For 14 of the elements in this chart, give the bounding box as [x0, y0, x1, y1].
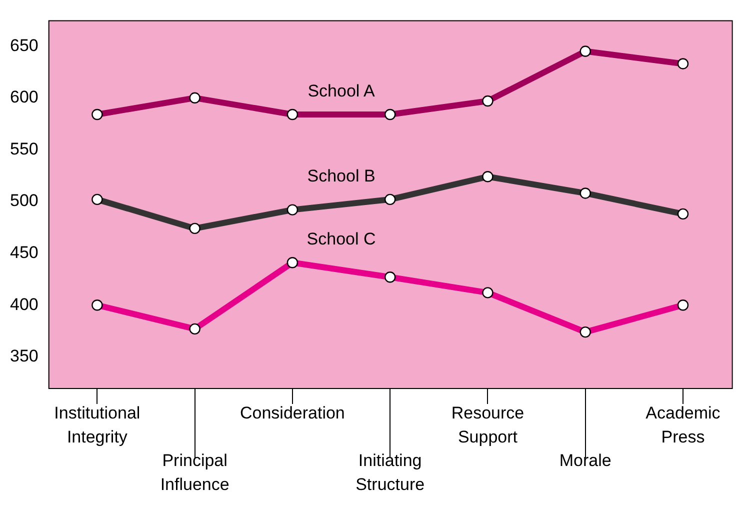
series-label: School A — [308, 81, 376, 100]
y-tick-label: 550 — [10, 139, 38, 158]
x-tick-label: Morale — [559, 451, 612, 470]
y-tick-label: 450 — [10, 243, 38, 262]
x-tick-label: Initiating Structure — [356, 451, 425, 494]
x-tick-label: Principal Influence — [160, 451, 230, 494]
series-label: School C — [306, 230, 376, 249]
y-tick-label: 600 — [10, 88, 38, 107]
y-tick-label: 650 — [10, 36, 38, 55]
series-label: School B — [307, 166, 376, 186]
y-tick-label: 500 — [10, 191, 38, 210]
y-tick-label: 350 — [10, 346, 38, 366]
x-tick-label: Consideration — [240, 404, 345, 423]
y-tick-label: 400 — [10, 294, 38, 314]
